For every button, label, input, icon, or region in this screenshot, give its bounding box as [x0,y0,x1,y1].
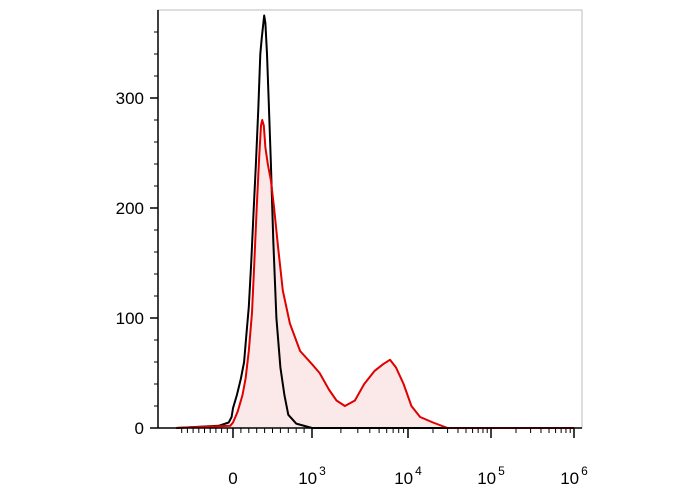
x-tick-label: 10 6 [560,464,588,488]
series-1-line [175,119,574,429]
x-tick-label: 10 5 [477,464,505,488]
plot-frame [157,9,583,429]
series-1-area [176,120,574,428]
tick-layer: 0 100 200 300 0 10 3 10 4 10 5 10 6 [116,31,588,488]
axis-layer [157,10,582,429]
x-tick-label: 0 [228,469,237,488]
y-tick-label: 300 [116,89,144,108]
y-tick-label: 100 [116,309,144,328]
y-tick-label: 200 [116,199,144,218]
x-tick-label: 10 4 [394,464,422,488]
x-tick-label: 10 3 [298,464,326,488]
y-tick-label: 0 [135,419,144,438]
series-0-line [175,14,574,429]
series-layer [175,14,574,429]
